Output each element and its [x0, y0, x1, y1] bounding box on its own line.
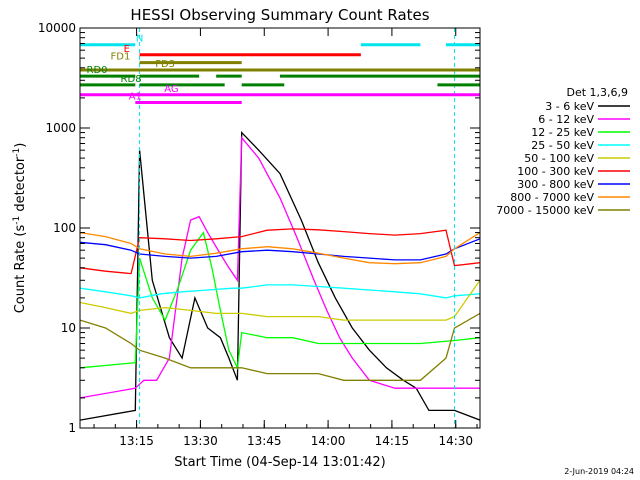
flag-label-a1: A1 [129, 91, 142, 102]
series-line-100-300-kev [80, 228, 480, 275]
x-tick-label: 13:15 [119, 434, 154, 448]
series-line-12-25-kev [80, 231, 480, 371]
series-line-800-7000-kev [80, 231, 480, 265]
legend-label-25-50-kev: 25 - 50 keV [531, 139, 594, 152]
legend-label-7000-15000-kev: 7000 - 15000 keV [496, 204, 594, 217]
y-tick-label: 10 [61, 321, 76, 335]
x-tick-label: 14:30 [438, 434, 473, 448]
legend-label-100-300-kev: 100 - 300 keV [517, 165, 594, 178]
flag-label-ag: AG [164, 84, 178, 95]
x-tick-label: 14:15 [375, 434, 410, 448]
legend-label-800-7000-kev: 800 - 7000 keV [510, 191, 594, 204]
legend-label-6-12-kev: 6 - 12 keV [538, 113, 594, 126]
x-axis-label: Start Time (04-Sep-14 13:01:42) [174, 455, 385, 470]
flag-label-fd1: FD1 [111, 52, 131, 63]
flag-label-rd0: RD0 [87, 65, 108, 76]
legend-label-50-100-kev: 50 - 100 keV [524, 152, 594, 165]
flag-label-e: E [124, 44, 130, 55]
x-tick-label: 13:30 [183, 434, 218, 448]
x-tick-label: 13:45 [247, 434, 282, 448]
y-axis-label-end: ) [13, 143, 28, 148]
legend-label-12-25-kev: 12 - 25 keV [531, 126, 594, 139]
series-line-50-100-kev [80, 279, 480, 321]
y-tick-label: 100 [53, 221, 76, 235]
legend-title: Det 1,3,6,9 [566, 86, 628, 99]
y-axis-label-sup1: -1 [12, 216, 22, 225]
attenuator-markers [139, 28, 455, 428]
x-tick-label: 14:00 [311, 434, 346, 448]
y-axis-label-sup2: -1 [12, 148, 22, 157]
y-axis-label-mid: detector [13, 156, 28, 216]
series-line-7000-15000-kev [80, 312, 480, 381]
y-tick-label: 1000 [45, 121, 76, 135]
footer-date: 2-Jun-2019 04:24 [564, 467, 634, 476]
series-line-6-12-kev [80, 135, 480, 399]
y-axis-label-main: Count Rate (s [13, 225, 28, 314]
chart-title: HESSI Observing Summary Count Rates [130, 6, 429, 24]
legend-label-3-6-kev: 3 - 6 keV [545, 100, 594, 113]
y-tick-label: 1 [68, 421, 76, 435]
flag-label-rd8: RD8 [121, 74, 142, 85]
series-line-300-800-kev [80, 238, 480, 261]
flag-label-fd3: FD3 [155, 59, 175, 70]
flag-label-n: N [136, 34, 143, 45]
legend-label-300-800-kev: 300 - 800 keV [517, 178, 594, 191]
axes: 13:15 13:30 13:45 14:00 14:15 14:30 1 10 100 1000… [38, 21, 480, 448]
y-tick-label: 10000 [38, 21, 76, 35]
y-axis-label: Count Rate (s-1 detector-1) [12, 143, 28, 314]
